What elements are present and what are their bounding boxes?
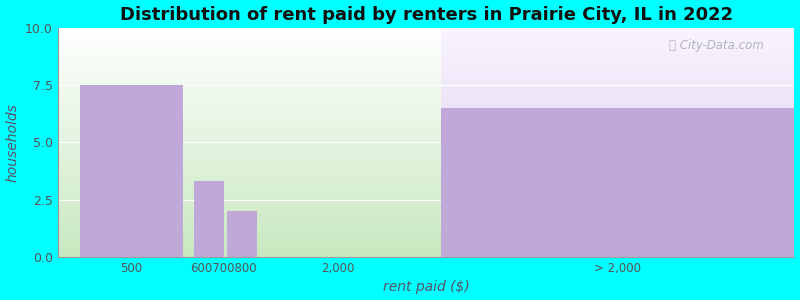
Title: Distribution of rent paid by renters in Prairie City, IL in 2022: Distribution of rent paid by renters in …	[119, 6, 733, 24]
Y-axis label: households: households	[6, 103, 19, 182]
X-axis label: rent paid ($): rent paid ($)	[382, 280, 470, 294]
Bar	[80, 85, 183, 257]
Bar	[441, 108, 794, 257]
Bar	[227, 211, 257, 257]
Bar	[194, 182, 223, 257]
Text: ⓘ City-Data.com: ⓘ City-Data.com	[670, 39, 764, 52]
